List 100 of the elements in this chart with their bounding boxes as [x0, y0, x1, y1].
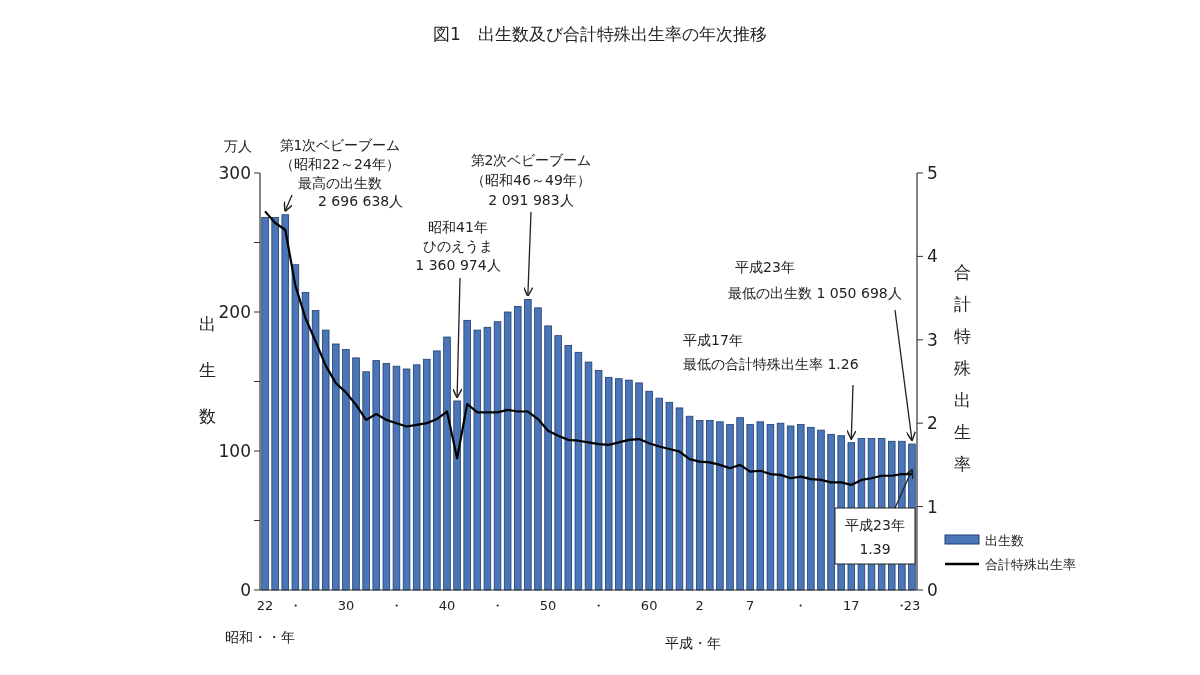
bar	[736, 417, 744, 591]
annotation: 平成17年	[683, 332, 743, 348]
annotation: 1.39	[859, 541, 891, 557]
bar	[503, 311, 512, 591]
y2-tick-label: 3	[927, 329, 938, 350]
annotation: 最低の合計特殊出生率 1.26	[683, 356, 859, 372]
annotation: 最高の出生数	[298, 175, 382, 191]
bar	[726, 424, 734, 591]
bar	[342, 349, 350, 591]
bar	[675, 407, 684, 591]
bar	[604, 376, 613, 591]
x-tick-label: 60	[640, 598, 658, 613]
bar	[261, 217, 269, 591]
x-tick-label: 17	[843, 598, 860, 613]
bar	[615, 378, 623, 591]
text: 第1次ベビーブーム	[279, 137, 401, 153]
legend-label: 合計特殊出生率	[985, 557, 1076, 572]
bar	[362, 371, 370, 591]
x-tick-label: ・	[288, 598, 302, 613]
bar	[534, 307, 542, 591]
annotation: 2 696 638人	[318, 193, 404, 209]
bar	[433, 350, 441, 591]
bar	[827, 433, 835, 591]
bar	[594, 369, 603, 591]
x-tick-label: ・	[389, 598, 403, 613]
bar	[564, 344, 573, 591]
x-tick-label: 30	[337, 598, 355, 613]
annotation: 昭和41年	[428, 219, 488, 235]
bar	[756, 421, 765, 591]
x-tick-label: 2	[695, 598, 704, 613]
bar	[321, 329, 330, 591]
bar	[625, 379, 633, 591]
bar	[301, 292, 310, 591]
bar	[766, 424, 775, 591]
bar	[281, 214, 290, 591]
annotation: 平成23年	[845, 517, 905, 533]
text: 万人	[224, 138, 252, 154]
bar	[716, 421, 724, 591]
bar	[635, 382, 643, 591]
x-tick-label: 23	[903, 598, 921, 613]
annotation: （昭和46～49年）	[471, 172, 591, 188]
annotation: 最低の出生数 1 050 698人	[728, 285, 902, 301]
bar	[544, 325, 552, 591]
bar	[574, 351, 583, 591]
x-tick-label: 22	[256, 598, 274, 613]
y2-tick-label: 0	[927, 580, 938, 600]
vlabel: 合計特殊出生率	[953, 262, 971, 474]
y2-tick-label: 1	[927, 496, 938, 517]
y-tick-label: 200	[218, 302, 251, 322]
bar	[706, 420, 714, 591]
bar	[695, 420, 704, 591]
x-tick-label: 50	[539, 598, 557, 613]
x-tick-label: 40	[438, 598, 456, 613]
bar	[797, 424, 805, 591]
bar	[665, 401, 674, 591]
bar	[453, 400, 461, 591]
bar	[776, 422, 785, 591]
bar	[311, 310, 320, 591]
bar	[443, 336, 451, 591]
x-axis-title: 昭和・・年	[225, 629, 295, 645]
bar	[423, 358, 431, 591]
annotation: 平成23年	[735, 259, 795, 275]
bar	[807, 426, 815, 591]
bar	[332, 343, 340, 591]
y2-tick-label: 2	[927, 413, 938, 434]
x-tick-label: ・	[491, 598, 505, 613]
y2-tick-label: 5	[927, 163, 938, 183]
bar	[483, 326, 492, 591]
x-tick-label: ・	[592, 598, 606, 613]
legend-label: 出生数	[985, 533, 1024, 548]
x-tick-label: 7	[746, 598, 755, 613]
x-tick-label: ・	[794, 598, 808, 613]
bar	[645, 390, 653, 591]
annotation: 2 091 983人	[488, 192, 574, 208]
bar	[473, 329, 482, 591]
bar	[817, 429, 825, 591]
bar	[514, 306, 522, 591]
annotation: 1 360 974人	[415, 257, 501, 273]
text: （昭和22～24年）	[280, 156, 400, 172]
bar	[291, 264, 300, 591]
bar	[372, 360, 380, 591]
bar	[352, 357, 360, 591]
bar	[685, 415, 694, 591]
bar	[392, 365, 401, 591]
bar	[524, 299, 532, 591]
bar	[493, 321, 502, 591]
bar	[554, 335, 562, 591]
y-tick-label: 100	[218, 441, 251, 461]
bar	[655, 397, 663, 591]
text: 平成・年	[665, 635, 721, 651]
y-tick-label: 300	[218, 163, 251, 183]
y2-tick-label: 4	[927, 246, 938, 267]
bar	[412, 364, 421, 591]
bar	[746, 424, 754, 591]
bar	[402, 368, 411, 591]
vlabel: 出生数	[198, 314, 216, 426]
text: 第2次ベビーブーム	[470, 152, 592, 168]
bar	[463, 319, 471, 591]
chart-title: 図1 出生数及び合計特殊出生率の年次推移	[433, 24, 767, 44]
bar	[786, 425, 795, 591]
